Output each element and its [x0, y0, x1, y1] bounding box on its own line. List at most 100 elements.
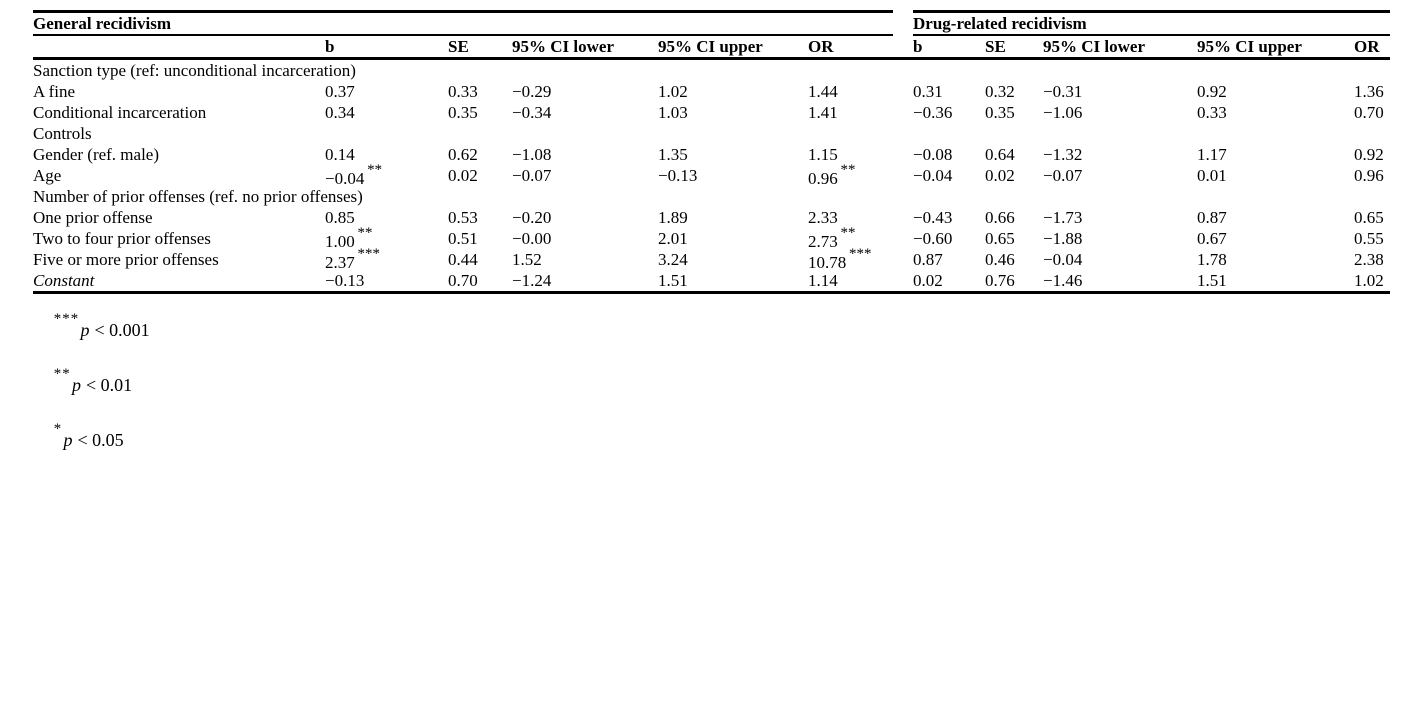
column-header-empty	[33, 35, 325, 60]
value-cell: −1.88	[1043, 229, 1083, 248]
row-label: Two to four prior offenses	[33, 229, 211, 248]
row-label: A fine	[33, 82, 76, 101]
spacer-cell	[893, 144, 913, 165]
significance-marker: **	[366, 162, 382, 178]
value-cell: 1.03	[658, 103, 688, 122]
significance-marker: **	[839, 162, 855, 178]
value-cell: 0.01	[1197, 166, 1227, 185]
value-cell: 0.70	[1354, 103, 1384, 122]
value-cell: 10.78 ***	[808, 246, 871, 273]
table-footnotes: ***p < 0.001 **p < 0.01 *p < 0.05	[53, 310, 1421, 461]
table-row: One prior offense 0.85 0.53 −0.20 1.89 2…	[33, 207, 1390, 228]
value-cell: −1.06	[1043, 103, 1083, 122]
value-cell: 1.02	[1354, 270, 1391, 294]
table-row: Two to four prior offenses 1.00 ** 0.51 −…	[33, 225, 1390, 252]
spacer-cell	[893, 249, 913, 270]
table-row-constant: Constant −0.13 0.70 −1.24 1.51 1.14 0.02…	[33, 270, 1391, 294]
column-header-ci-upper: 95% CI upper	[1197, 35, 1355, 60]
row-label: Gender (ref. male)	[33, 145, 160, 164]
row-label: One prior offense	[33, 208, 153, 227]
value-cell: 1.41	[808, 103, 838, 122]
row-label: Five or more prior offenses	[33, 250, 219, 269]
value-cell: 1.17	[1197, 145, 1227, 164]
section-row: Sanction type (ref: unconditional incarc…	[33, 59, 1390, 82]
panel-header-row: General recidivism Drug-related recidivi…	[33, 10, 1391, 36]
spacer-cell	[893, 81, 913, 102]
footnote-threshold: < 0.05	[77, 430, 124, 450]
value-cell: −1.24	[512, 270, 658, 294]
footnote-p-001: ***p < 0.001	[53, 310, 1421, 351]
spacer-cell	[893, 207, 913, 228]
value-cell: 1.00 **	[325, 225, 372, 252]
section-row: Number of prior offenses (ref. no prior …	[33, 186, 1390, 207]
row-label: Age	[33, 166, 62, 185]
value-cell: 0.37	[325, 82, 355, 101]
value-cell: −0.29	[512, 82, 552, 101]
value-cell: −0.36	[913, 103, 953, 122]
section-row: Controls	[33, 123, 1390, 144]
value-cell: 1.35	[658, 145, 688, 164]
significance-marker: ***	[53, 311, 79, 327]
value-cell: 0.51	[448, 229, 478, 248]
value-cell: 0.96	[1354, 166, 1384, 185]
table-row: Five or more prior offenses 2.37 *** 0.44…	[33, 246, 1390, 273]
value-cell: 0.55	[1354, 229, 1384, 248]
value-cell: −1.32	[1043, 145, 1083, 164]
footnote-p-05: *p < 0.05	[53, 420, 1421, 461]
value-cell: 0.65	[1354, 208, 1384, 227]
value-cell: 0.02	[448, 166, 478, 185]
value-cell: 0.33	[448, 82, 478, 101]
value-cell: 0.53	[448, 208, 478, 227]
footnote-threshold: < 0.01	[86, 375, 133, 395]
section-label: Sanction type (ref: unconditional incarc…	[33, 61, 356, 80]
value-cell: 3.24	[658, 250, 688, 269]
value-cell: 0.67	[1197, 229, 1227, 248]
footnote-p-01: **p < 0.01	[53, 365, 1421, 406]
column-header-or: OR	[1354, 35, 1391, 60]
table-row: Age −0.04 ** 0.02 −0.07 −0.13 0.96 ** −0.0…	[33, 162, 1390, 189]
column-header-row: b SE 95% CI lower 95% CI upper OR b SE 9…	[33, 35, 1391, 60]
value-cell: 0.62	[448, 145, 478, 164]
value-cell: 2.37 ***	[325, 246, 380, 273]
section-label: Number of prior offenses (ref. no prior …	[33, 187, 363, 206]
table-row: Gender (ref. male) 0.14 0.62 −1.08 1.35 …	[33, 144, 1390, 165]
value-cell: 0.02	[913, 270, 986, 294]
value-cell: −0.04	[1043, 250, 1083, 269]
column-header-or: OR	[808, 35, 894, 60]
value-cell: −0.07	[512, 166, 552, 185]
value-cell: 1.15	[808, 145, 838, 164]
value-cell: 0.14	[325, 145, 355, 164]
value-cell: −0.13	[325, 270, 448, 294]
value-cell: 1.51	[1197, 270, 1355, 294]
value-cell: 1.14	[808, 270, 894, 294]
table-page: General recidivism Drug-related recidivi…	[33, 10, 1421, 461]
value-cell: −0.04	[913, 166, 953, 185]
column-header-b: b	[325, 35, 448, 60]
spacer-cell	[893, 270, 914, 294]
panel-title-general: General recidivism	[33, 10, 894, 36]
value-cell: −0.08	[913, 145, 953, 164]
value-cell: 0.87	[913, 250, 943, 269]
value-cell: 0.34	[325, 103, 355, 122]
column-header-se: SE	[985, 35, 1044, 60]
significance-marker: **	[356, 225, 372, 241]
value-cell: 1.78	[1197, 250, 1227, 269]
value-cell: 0.92	[1354, 145, 1384, 164]
column-header-se: SE	[448, 35, 512, 60]
value-cell: 0.92	[1197, 82, 1227, 101]
footnote-threshold: < 0.001	[94, 320, 150, 340]
value-cell: 0.33	[1197, 103, 1227, 122]
column-header-ci-lower: 95% CI lower	[512, 35, 658, 60]
significance-marker: *	[53, 421, 62, 437]
value-cell: 0.46	[985, 250, 1015, 269]
value-cell: 1.44	[808, 82, 838, 101]
value-cell: 0.64	[985, 145, 1015, 164]
row-label: Constant	[33, 270, 325, 294]
value-cell: −1.46	[1043, 270, 1198, 294]
value-cell: 0.35	[448, 103, 478, 122]
value-cell: 0.70	[448, 270, 512, 294]
spacer-cell	[893, 165, 913, 186]
table-row: Conditional incarceration 0.34 0.35 −0.3…	[33, 102, 1390, 123]
spacer-cell	[893, 228, 913, 249]
value-cell: 0.44	[448, 250, 478, 269]
